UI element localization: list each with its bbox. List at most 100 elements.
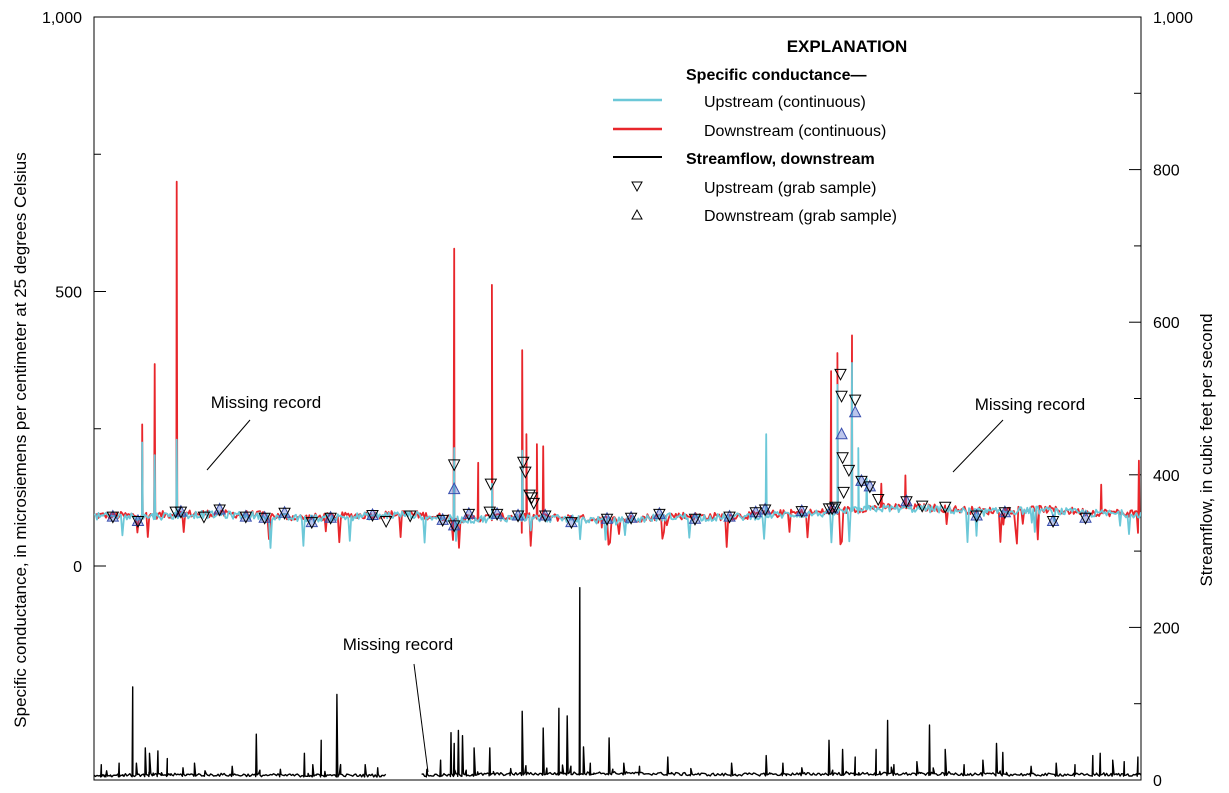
legend-label-upstream-grab: Upstream (grab sample) [704, 180, 877, 197]
grab-sample-downstream-marker [855, 473, 868, 486]
grab-sample-downstream-marker [239, 509, 253, 522]
legend-label-upstream-continuous: Upstream (continuous) [704, 94, 866, 111]
grab-sample-downstream-marker [511, 508, 525, 521]
grab-sample-upstream-marker [379, 515, 393, 529]
grab-sample-upstream-marker [836, 452, 849, 465]
left-tick-label: 0 [73, 559, 82, 576]
grab-sample-upstream-marker [516, 456, 530, 469]
grab-sample-upstream-marker [436, 514, 449, 527]
legend-triangle-up-icon [631, 208, 643, 220]
grab-sample-downstream-marker [305, 515, 319, 528]
grab-sample-markers [106, 368, 1092, 533]
grab-sample-upstream-marker [324, 512, 337, 525]
right-tick-label: 200 [1153, 620, 1180, 637]
legend-label-streamflow: Streamflow, downstream [686, 151, 875, 168]
grab-sample-upstream-marker [848, 394, 862, 407]
grab-sample-upstream-marker [403, 510, 417, 523]
right-tick-label: 400 [1153, 468, 1180, 485]
grab-sample-upstream-marker [538, 510, 552, 523]
annotation-leader [206, 419, 251, 471]
annotation-text: Missing record [343, 635, 454, 654]
grab-sample-upstream-marker [835, 390, 848, 403]
grab-sample-upstream-marker [900, 496, 913, 509]
grab-sample-downstream-marker [1079, 510, 1092, 523]
grab-sample-upstream-marker [447, 520, 461, 533]
grab-sample-upstream-marker [795, 506, 809, 519]
left-axis-label: Specific conductance, in microsiemens pe… [11, 152, 30, 727]
grab-sample-upstream-marker [688, 513, 702, 526]
grab-sample-downstream-marker [653, 506, 666, 519]
grab-sample-upstream-marker [863, 481, 877, 494]
legend: EXPLANATION Specific conductance— Upstre… [613, 37, 907, 225]
grab-sample-upstream-marker [1079, 512, 1092, 525]
grab-sample-upstream-marker [1046, 515, 1060, 529]
grab-sample-upstream-marker [998, 507, 1012, 520]
grab-sample-upstream-marker [842, 464, 856, 478]
grab-sample-upstream-marker [484, 478, 498, 491]
grab-sample-downstream-marker [998, 505, 1012, 518]
legend-label-downstream-grab: Downstream (grab sample) [704, 208, 897, 225]
grab-sample-upstream-marker [511, 510, 525, 523]
grab-sample-downstream-marker [565, 515, 578, 528]
grab-sample-downstream-marker [723, 509, 736, 522]
annotation-missing-record-3: Missing record [343, 635, 454, 773]
grab-sample-upstream-marker [523, 489, 536, 502]
grab-sample-upstream-marker [447, 459, 461, 472]
grab-sample-upstream-marker [305, 517, 319, 530]
series-line-downstream-continuous [94, 180, 1141, 549]
grab-sample-downstream-marker [258, 510, 271, 523]
grab-sample-downstream-marker [106, 509, 120, 522]
legend-group-header: Specific conductance— [686, 67, 867, 84]
grab-sample-upstream-marker [131, 515, 145, 529]
grab-sample-upstream-marker [624, 512, 638, 525]
grab-sample-upstream-marker [490, 508, 504, 521]
grab-sample-upstream-marker [653, 508, 666, 521]
right-axis-label: Streamflow, in cubic feet per second [1197, 313, 1216, 586]
grab-sample-downstream-marker [848, 405, 862, 418]
series-line-upstream-continuous [94, 362, 1141, 549]
grab-sample-upstream-marker [600, 513, 614, 526]
annotation-text: Missing record [211, 393, 322, 412]
series-line-streamflow-downstream [94, 587, 1141, 778]
grab-sample-downstream-marker [900, 494, 913, 507]
grab-sample-upstream-marker [278, 507, 291, 520]
grab-sample-downstream-marker [490, 506, 504, 519]
legend-label-downstream-continuous: Downstream (continuous) [704, 123, 886, 140]
grab-sample-upstream-marker [197, 511, 211, 524]
grab-sample-downstream-marker [436, 512, 449, 525]
grab-sample-upstream-marker [758, 504, 772, 517]
grab-sample-downstream-marker [863, 479, 877, 492]
right-axis-ticks: 1,000 800 600 400 200 0 [1129, 10, 1193, 790]
left-axis-ticks: 1,000 500 0 [42, 10, 106, 576]
grab-sample-downstream-marker [538, 508, 552, 521]
grab-sample-upstream-marker [527, 497, 541, 510]
right-tick-label: 800 [1153, 163, 1180, 180]
grab-sample-downstream-marker [324, 510, 337, 523]
legend-title: EXPLANATION [787, 37, 908, 56]
grab-sample-upstream-marker [519, 466, 532, 479]
left-tick-label: 500 [55, 285, 82, 302]
annotation-leader [413, 663, 429, 773]
grab-sample-downstream-marker [970, 508, 983, 521]
grab-sample-upstream-marker [174, 506, 188, 519]
grab-sample-downstream-marker [366, 507, 379, 520]
grab-sample-upstream-marker [106, 511, 120, 524]
grab-sample-downstream-marker [749, 505, 763, 518]
grab-sample-upstream-marker [871, 494, 885, 507]
annotation-missing-record-1: Missing record [206, 393, 322, 471]
left-tick-label: 1,000 [42, 10, 82, 27]
annotation-leader [952, 419, 1004, 473]
grab-sample-upstream-marker [723, 511, 736, 524]
grab-sample-upstream-marker [366, 509, 379, 523]
grab-sample-downstream-marker [131, 513, 145, 526]
grab-sample-downstream-marker [624, 510, 638, 523]
grab-sample-downstream-marker [688, 511, 702, 524]
grab-sample-downstream-marker [1046, 513, 1060, 526]
grab-sample-upstream-marker [258, 512, 271, 525]
right-tick-label: 600 [1153, 315, 1180, 332]
grab-sample-upstream-marker [462, 508, 476, 521]
annotation-missing-record-2: Missing record [952, 395, 1086, 473]
series-layer [94, 180, 1141, 778]
annotation-text: Missing record [975, 395, 1086, 414]
grab-sample-downstream-marker [600, 511, 614, 524]
